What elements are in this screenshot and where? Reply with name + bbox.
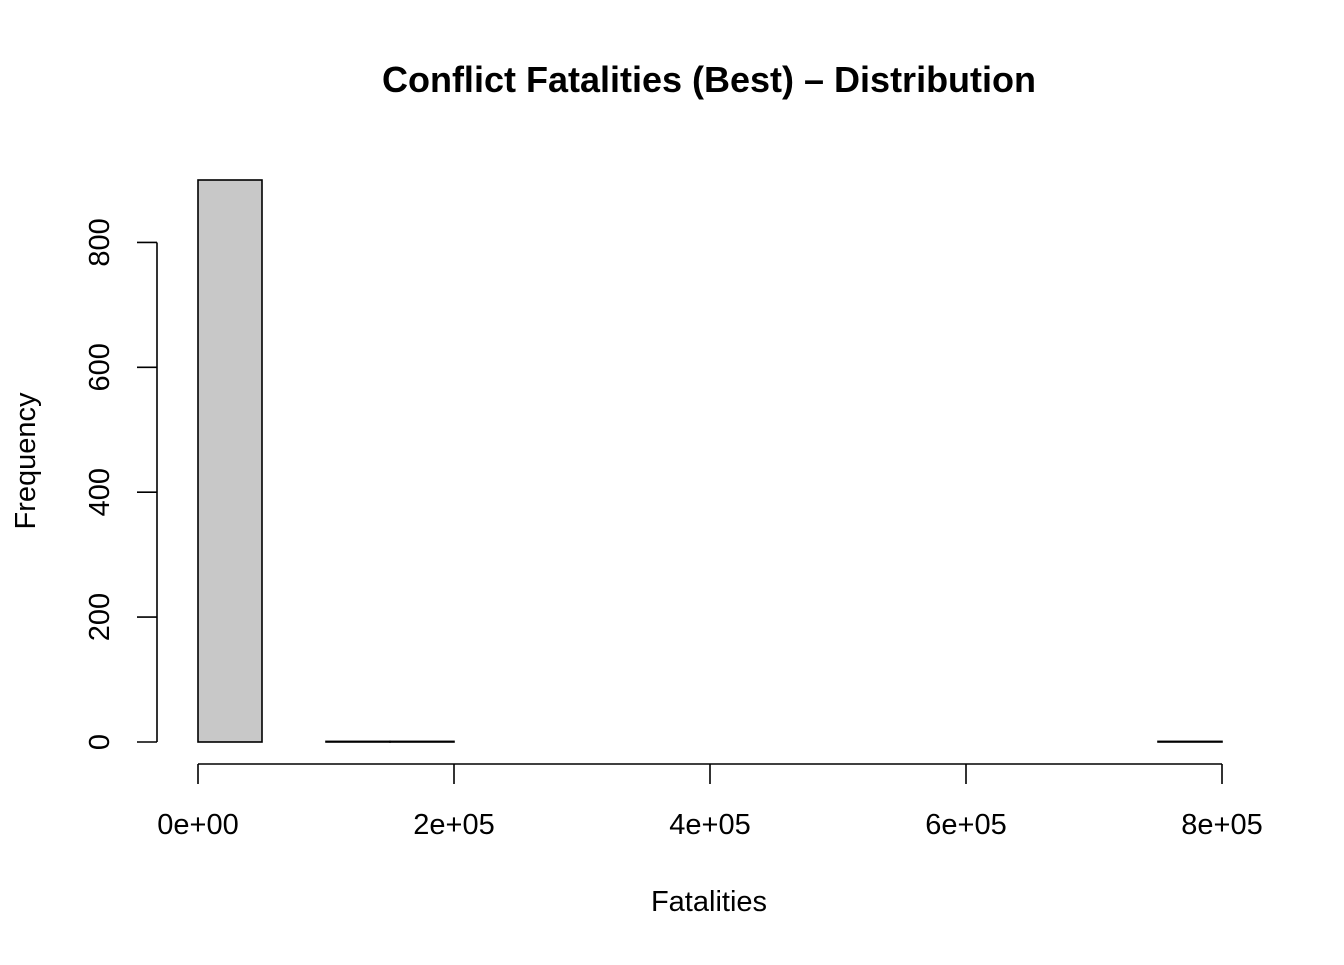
bars-group xyxy=(197,179,1223,743)
x-tick-label: 2e+05 xyxy=(413,809,494,841)
y-axis: 0 200 400 600 800 xyxy=(84,218,158,750)
y-tick-label: 800 xyxy=(84,218,116,266)
y-tick-label: 200 xyxy=(84,593,116,641)
y-tick-label: 600 xyxy=(84,343,116,391)
x-axis-label: Fatalities xyxy=(651,886,767,918)
y-axis-label: Frequency xyxy=(10,392,42,530)
x-axis: 0e+00 2e+05 4e+05 6e+05 8e+05 xyxy=(157,763,1263,841)
histogram-bar xyxy=(1157,740,1223,743)
x-tick-label: 4e+05 xyxy=(669,809,750,841)
y-tick-label: 400 xyxy=(84,468,116,516)
y-tick-label: 0 xyxy=(84,734,116,750)
histogram-bar xyxy=(325,740,391,743)
histogram-bar xyxy=(197,179,263,743)
x-tick-label: 8e+05 xyxy=(1181,809,1262,841)
x-tick-label: 6e+05 xyxy=(925,809,1006,841)
x-tick-label: 0e+00 xyxy=(157,809,238,841)
chart-title: Conflict Fatalities (Best) – Distributio… xyxy=(382,59,1036,100)
histogram-bar xyxy=(389,740,455,743)
